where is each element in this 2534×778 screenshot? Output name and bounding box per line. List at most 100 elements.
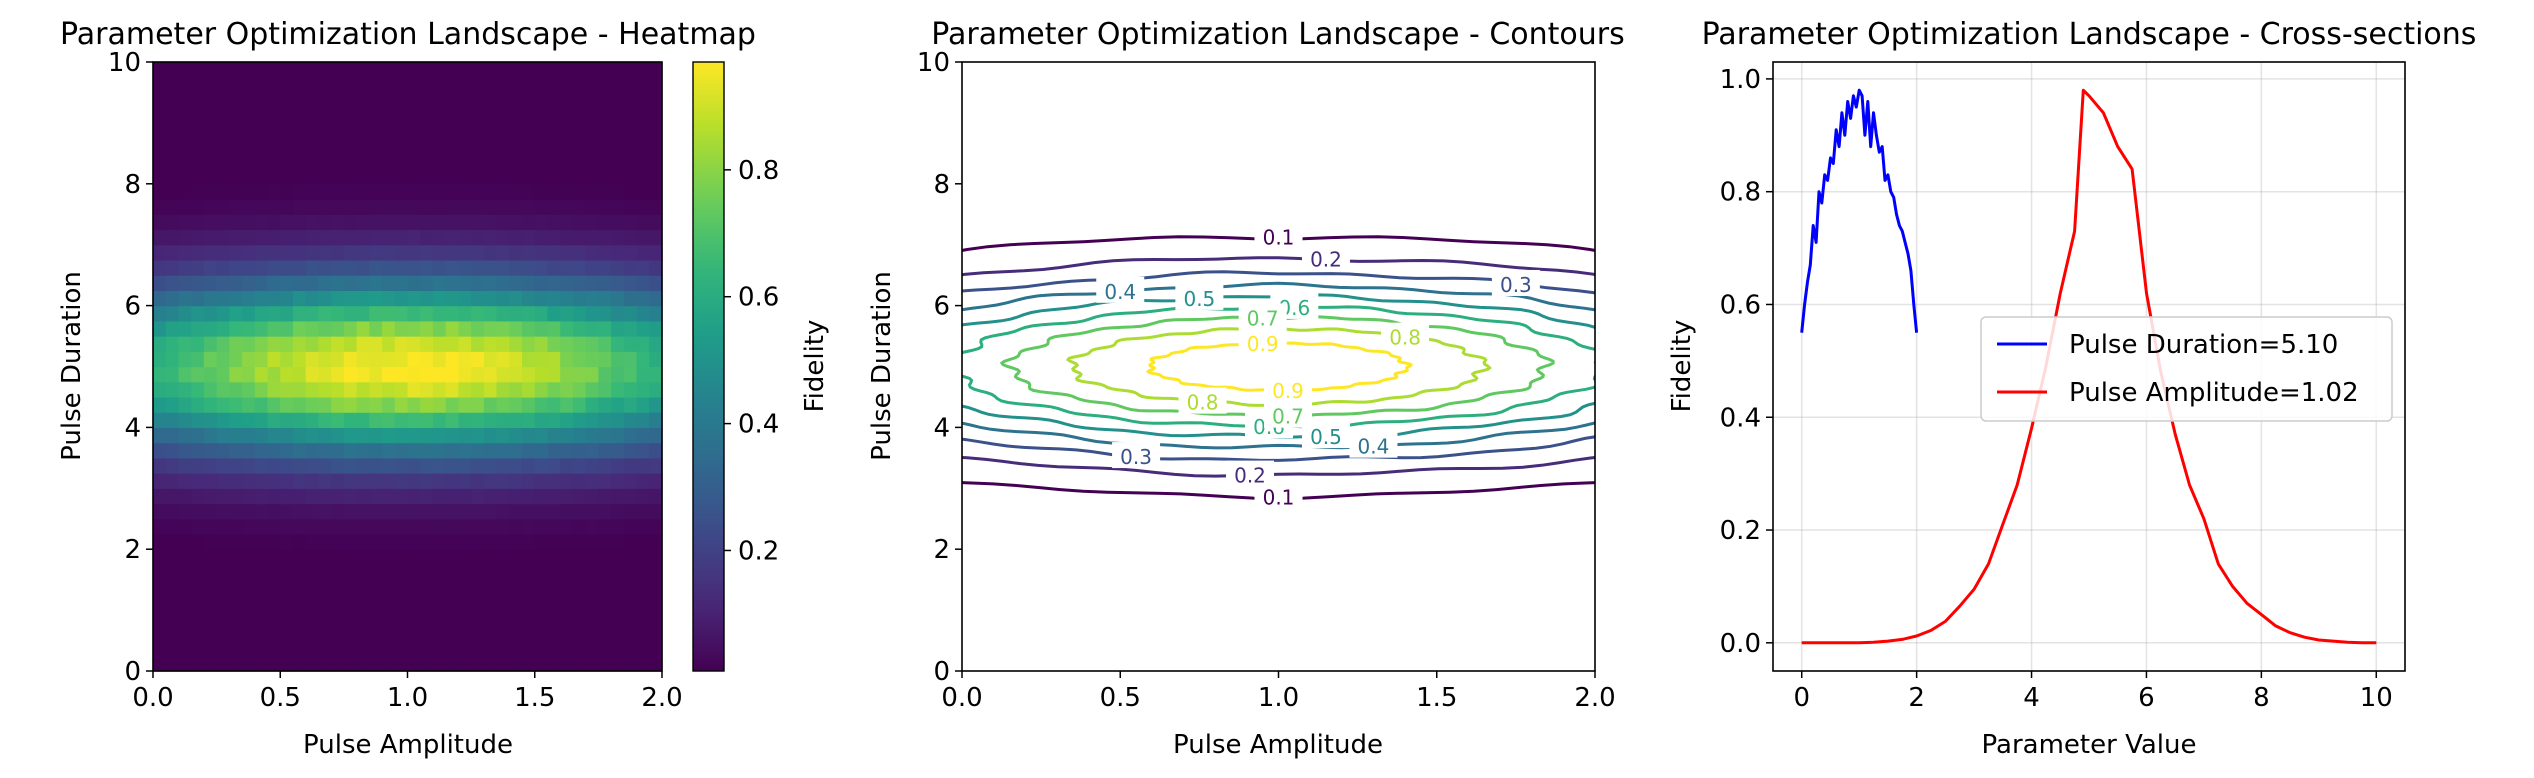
heatmap-cell bbox=[509, 579, 523, 596]
heatmap-cell bbox=[420, 610, 434, 626]
heatmap-cell bbox=[522, 138, 536, 154]
heatmap-cell bbox=[407, 320, 421, 337]
heatmap-cell bbox=[382, 564, 396, 581]
heatmap-cell bbox=[216, 473, 230, 489]
heatmap-cell bbox=[407, 564, 421, 581]
heatmap-cell bbox=[343, 473, 358, 489]
heatmap-cell bbox=[165, 351, 180, 368]
x-tick-label: 6 bbox=[2138, 683, 2155, 713]
heatmap-cell bbox=[153, 275, 167, 291]
heatmap-cell bbox=[560, 305, 574, 322]
heatmap-cell bbox=[203, 168, 218, 185]
heatmap-cell bbox=[280, 655, 294, 672]
heatmap-cell bbox=[369, 625, 383, 642]
heatmap-cell bbox=[292, 564, 307, 581]
heatmap-cell bbox=[560, 610, 574, 626]
heatmap-cell bbox=[483, 183, 498, 200]
heatmap-cell bbox=[242, 442, 256, 459]
heatmap-cell bbox=[509, 655, 523, 672]
heatmap-cell bbox=[191, 396, 205, 413]
heatmap-cell bbox=[216, 275, 230, 291]
heatmap-cell bbox=[547, 320, 561, 337]
heatmap-cell bbox=[407, 594, 421, 611]
heatmap-cell bbox=[483, 62, 498, 78]
heatmap-cell bbox=[191, 579, 205, 596]
heatmap-cell bbox=[331, 168, 345, 185]
heatmap-cell bbox=[585, 138, 599, 154]
heatmap-cell bbox=[572, 473, 587, 489]
heatmap-cell bbox=[598, 244, 612, 261]
heatmap-cell bbox=[267, 533, 281, 550]
heatmap-cell bbox=[267, 183, 281, 200]
heatmap-cell bbox=[598, 183, 612, 200]
heatmap-cell bbox=[407, 412, 421, 428]
heatmap-cell bbox=[254, 610, 269, 626]
heatmap-cell bbox=[153, 533, 167, 550]
heatmap-cell bbox=[382, 138, 396, 154]
heatmap-cell bbox=[534, 92, 549, 109]
heatmap-cell bbox=[598, 336, 612, 352]
heatmap-cell bbox=[407, 655, 421, 672]
heatmap-cell bbox=[343, 366, 358, 383]
heatmap-cell bbox=[636, 412, 650, 428]
heatmap-cell bbox=[522, 640, 536, 657]
heatmap-cell bbox=[382, 77, 396, 94]
heatmap-cell bbox=[254, 275, 269, 291]
heatmap-cell bbox=[292, 381, 307, 398]
heatmap-cell bbox=[203, 442, 218, 459]
heatmap-cell bbox=[420, 473, 434, 489]
heatmap-cell bbox=[267, 290, 281, 307]
contour-level-label: 0.3 bbox=[1120, 445, 1152, 469]
heatmap-cell bbox=[649, 138, 663, 154]
heatmap-cell bbox=[471, 138, 485, 154]
heatmap-cell bbox=[203, 396, 218, 413]
heatmap-cell bbox=[331, 107, 345, 124]
heatmap-cell bbox=[191, 305, 205, 322]
heatmap-cell bbox=[534, 199, 549, 215]
heatmap-cell bbox=[394, 396, 409, 413]
heatmap-cell bbox=[483, 564, 498, 581]
heatmap-cell bbox=[191, 77, 205, 94]
heatmap-cell bbox=[407, 503, 421, 520]
heatmap-cell bbox=[203, 594, 218, 611]
heatmap-cell bbox=[267, 320, 281, 337]
heatmap-cell bbox=[636, 77, 650, 94]
heatmap-cell bbox=[356, 168, 370, 185]
heatmap-cell bbox=[483, 655, 498, 672]
heatmap-cell bbox=[229, 579, 243, 596]
heatmap-cell bbox=[191, 62, 205, 78]
heatmap-cell bbox=[203, 427, 218, 444]
contour-label-bg bbox=[1263, 376, 1312, 403]
heatmap-cell bbox=[522, 427, 536, 444]
heatmap-cell bbox=[420, 442, 434, 459]
heatmap-cell bbox=[407, 229, 421, 246]
heatmap-cell bbox=[267, 305, 281, 322]
heatmap-cell bbox=[598, 594, 612, 611]
heatmap-cell bbox=[242, 473, 256, 489]
heatmap-cell bbox=[445, 381, 459, 398]
heatmap-cell bbox=[445, 305, 459, 322]
heatmap-cell bbox=[407, 199, 421, 215]
heatmap-cell bbox=[496, 122, 510, 139]
heatmap-cell bbox=[509, 412, 523, 428]
heatmap-cell bbox=[547, 92, 561, 109]
heatmap-cell bbox=[382, 244, 396, 261]
contour-level-label: 0.2 bbox=[1234, 464, 1266, 488]
heatmap-cell bbox=[343, 77, 358, 94]
heatmap-cell bbox=[445, 610, 459, 626]
heatmap-cell bbox=[509, 229, 523, 246]
heatmap-cell bbox=[267, 655, 281, 672]
heatmap-cell bbox=[611, 199, 625, 215]
contour-level-label: 0.5 bbox=[1183, 287, 1215, 311]
heatmap-cell bbox=[191, 503, 205, 520]
heatmap-cell bbox=[496, 564, 510, 581]
heatmap-cell bbox=[254, 122, 269, 139]
heatmap-cell bbox=[369, 153, 383, 170]
heatmap-cell bbox=[585, 594, 599, 611]
heatmap-cell bbox=[343, 92, 358, 109]
heatmap-cell bbox=[432, 579, 447, 596]
heatmap-cell bbox=[216, 62, 230, 78]
heatmap-cell bbox=[394, 366, 409, 383]
heatmap-cell bbox=[483, 168, 498, 185]
contour-level-label: 0.2 bbox=[1310, 248, 1342, 272]
